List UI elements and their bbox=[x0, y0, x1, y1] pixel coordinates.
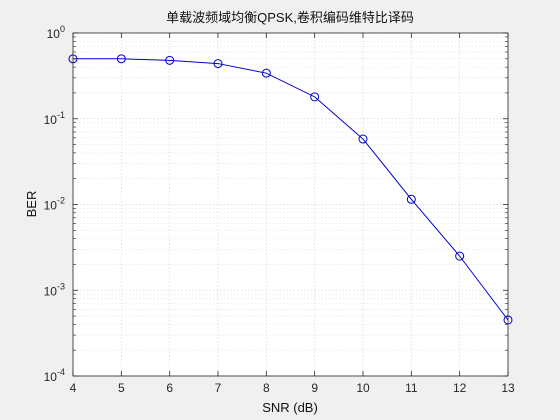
x-tick-label: 11 bbox=[405, 381, 418, 395]
y-tick-label: 10-4 bbox=[44, 367, 65, 384]
data-point-marker bbox=[406, 194, 416, 204]
minor-grid bbox=[73, 36, 508, 351]
x-tick-label: 4 bbox=[70, 381, 77, 395]
x-tick-label: 10 bbox=[356, 381, 370, 395]
x-tick-label: 9 bbox=[311, 381, 318, 395]
data-point-marker bbox=[116, 54, 126, 64]
x-tick-label: 5 bbox=[118, 381, 125, 395]
x-tick-label: 13 bbox=[501, 381, 515, 395]
series-line bbox=[73, 58, 509, 321]
x-tick-label: 12 bbox=[453, 381, 467, 395]
y-tick-label: 10-1 bbox=[44, 110, 65, 127]
y-tick-labels: 100 10-1 10-2 10-3 10-4 bbox=[44, 24, 65, 384]
x-tick-labels: 4 5 6 7 8 9 10 11 12 13 bbox=[70, 381, 515, 395]
data-point-marker bbox=[358, 134, 368, 144]
x-tick-label: 8 bbox=[263, 381, 270, 395]
data-point-marker bbox=[455, 251, 465, 261]
x-tick-label: 7 bbox=[215, 381, 222, 395]
data-point-marker bbox=[310, 92, 320, 102]
y-tick-label: 10-3 bbox=[44, 281, 65, 298]
y-tick-label: 100 bbox=[47, 24, 65, 41]
data-point-marker bbox=[213, 59, 223, 69]
chart-title: 单载波频域均衡QPSK,卷积编码维特比译码 bbox=[166, 10, 414, 25]
data-point-marker bbox=[261, 68, 271, 78]
y-axis-label: BER bbox=[24, 191, 39, 218]
tick-marks bbox=[72, 32, 509, 377]
x-axis-label: SNR (dB) bbox=[262, 400, 318, 415]
x-tick-label: 6 bbox=[166, 381, 173, 395]
data-point-marker bbox=[165, 55, 175, 65]
y-tick-label: 10-2 bbox=[44, 196, 65, 213]
